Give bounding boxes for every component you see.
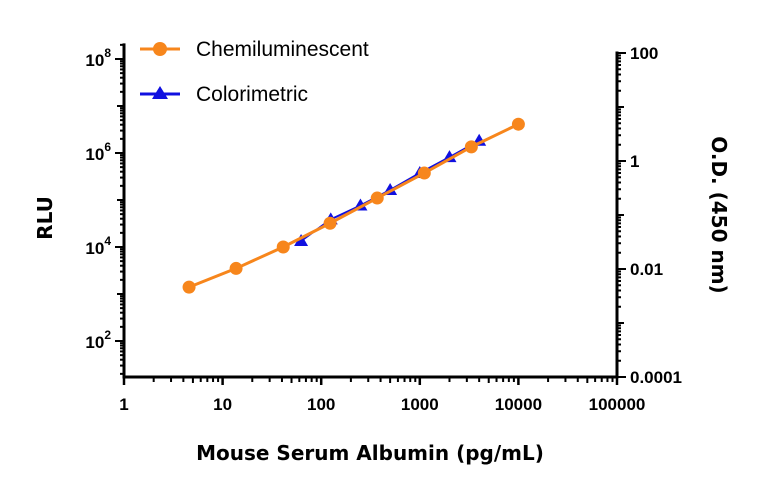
x-tick-label: 100 <box>307 395 335 414</box>
y-left-tick-label: 106 <box>85 140 111 164</box>
legend-circle-marker <box>153 42 167 56</box>
x-tick-label: 10 <box>213 395 232 414</box>
x-tick-label: 1 <box>119 395 128 414</box>
y-left-tick-label: 102 <box>85 328 111 352</box>
axes: 1 10 100 1000 10000 100000 108 106 104 102 100 1 0.0… <box>85 43 682 414</box>
y-right-tick-label: 100 <box>630 44 658 63</box>
y-right-tick-label: 0.0001 <box>630 368 682 387</box>
data-point-circle <box>182 280 196 294</box>
x-axis-title: Mouse Serum Albumin (pg/mL) <box>196 441 544 465</box>
series-layer <box>182 117 525 294</box>
data-point-circle <box>464 140 478 154</box>
legend-label: Chemiluminescent <box>196 38 369 61</box>
y-left-tick-label: 108 <box>85 46 111 70</box>
data-point-circle <box>276 240 290 254</box>
data-point-circle <box>511 117 525 131</box>
data-point-circle <box>229 261 243 275</box>
x-tick-label: 1000 <box>401 395 439 414</box>
y-left-axis-title: RLU <box>33 196 57 240</box>
x-tick-label: 100000 <box>589 395 646 414</box>
legend-triangle-marker <box>152 86 168 99</box>
data-point-circle <box>323 216 337 230</box>
legend: Chemiluminescent Colorimetric <box>140 38 369 106</box>
series-line-chemiluminescent <box>188 122 520 289</box>
data-point-triangle <box>442 150 457 163</box>
data-point-circle <box>417 166 431 180</box>
y-right-axis-title: O.D. (450 nm) <box>707 136 731 293</box>
x-tick-label: 10000 <box>495 395 542 414</box>
y-left-tick-label: 104 <box>85 234 111 258</box>
y-right-tick-label: 0.01 <box>630 260 663 279</box>
data-point-circle <box>370 191 384 205</box>
data-point-triangle <box>294 234 309 247</box>
legend-label: Colorimetric <box>196 83 308 106</box>
y-right-tick-label: 1 <box>630 152 639 171</box>
